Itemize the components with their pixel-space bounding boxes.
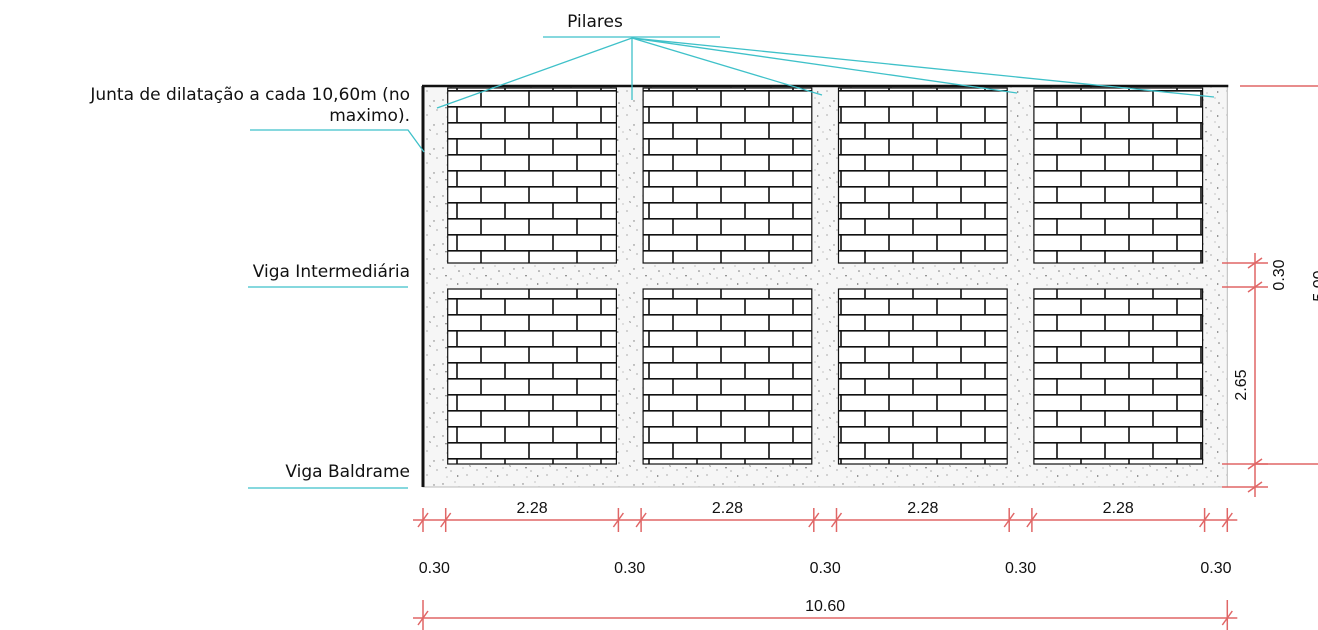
dim-tick bbox=[808, 512, 820, 528]
dim-tick bbox=[612, 512, 625, 528]
dim-text: 2.28 bbox=[516, 500, 547, 517]
brick-panel bbox=[837, 87, 1008, 264]
dim-text: 0.30 bbox=[1200, 560, 1231, 577]
dim-text: 2.28 bbox=[712, 500, 743, 517]
dim-tick bbox=[1198, 512, 1211, 528]
dim-text: 2.28 bbox=[1103, 500, 1134, 517]
dim-text: 0.30 bbox=[810, 560, 841, 577]
dim-text: 0.30 bbox=[1005, 560, 1036, 577]
label-junta: Junta de dilatação a cada 10,60m (no bbox=[89, 85, 410, 105]
dim-tick bbox=[1221, 512, 1233, 528]
brick-panel bbox=[447, 87, 618, 264]
wall bbox=[421, 84, 1229, 488]
dim-text: 10.60 bbox=[805, 598, 845, 615]
dim-tick bbox=[1026, 512, 1038, 528]
dim-tick bbox=[417, 610, 429, 626]
dimensions: 2.28 2.28 2.28 2.28 0.30 0.30 0.30 0.30 0.30 10.6… bbox=[413, 85, 1318, 630]
dim-text: 0.30 bbox=[614, 560, 645, 577]
dim-text: 2.28 bbox=[907, 500, 938, 517]
leaders bbox=[248, 36, 1215, 489]
dim-tick bbox=[1247, 481, 1263, 493]
brick-panel bbox=[642, 288, 813, 465]
dim-text: 0.30 bbox=[419, 560, 450, 577]
brick-panel bbox=[1033, 288, 1204, 465]
dim-tick bbox=[1247, 257, 1263, 269]
dim-text: 0.30 bbox=[1271, 259, 1288, 290]
dim-text: 5.00 bbox=[1311, 270, 1318, 301]
brick-panel bbox=[642, 87, 813, 264]
brick-panel bbox=[447, 288, 618, 465]
dim-text: 2.65 bbox=[1233, 369, 1250, 400]
label-viga-intermediaria: Viga Intermediária bbox=[253, 262, 410, 282]
dim-tick bbox=[440, 512, 452, 528]
leader bbox=[250, 129, 425, 153]
leader bbox=[436, 37, 1215, 109]
label-pilares: Pilares bbox=[567, 12, 623, 32]
brick-panel bbox=[1033, 87, 1204, 264]
label-junta: maximo). bbox=[329, 106, 410, 126]
dim-tick bbox=[830, 512, 843, 528]
dim-tick bbox=[1003, 512, 1015, 528]
dim-tick bbox=[417, 512, 429, 528]
dim-tick bbox=[1221, 610, 1233, 626]
dim-tick bbox=[1247, 281, 1263, 293]
label-viga-baldrame: Viga Baldrame bbox=[285, 462, 410, 482]
dim-tick bbox=[635, 512, 647, 528]
brick-panel bbox=[837, 288, 1008, 465]
